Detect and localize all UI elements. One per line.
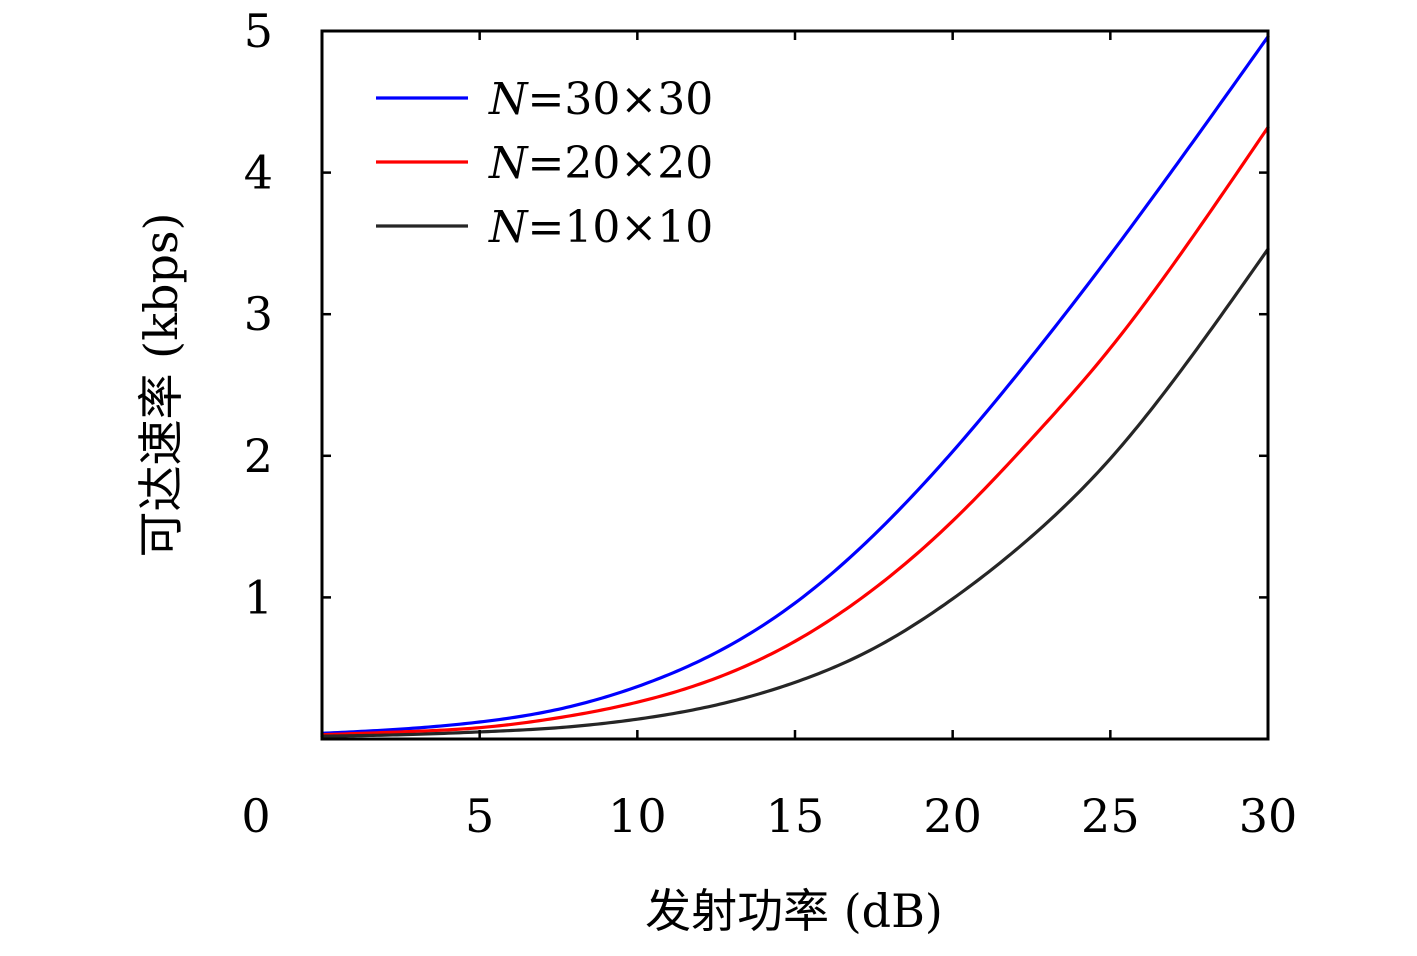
x-tick-label: 20 bbox=[923, 789, 982, 843]
plot-area bbox=[320, 35, 1270, 738]
legend-label-1: N=30×30 bbox=[488, 74, 713, 125]
series-line-1 bbox=[320, 35, 1270, 735]
legend-label-3: N=10×10 bbox=[488, 202, 713, 253]
x-tick-label: 25 bbox=[1081, 789, 1140, 843]
series-line-2 bbox=[320, 125, 1270, 737]
x-tick-label: 5 bbox=[465, 789, 494, 843]
y-tick-label: 5 bbox=[244, 4, 273, 58]
x-tick-label: 15 bbox=[766, 789, 825, 843]
series-line-3 bbox=[320, 247, 1270, 738]
legend: N=30×30 N=20×20 N=10×10 bbox=[376, 74, 713, 253]
plot-frame bbox=[320, 29, 1270, 741]
axes-frame bbox=[320, 29, 1270, 741]
axis-ticks bbox=[320, 29, 1270, 739]
tick-labels: 0 5 10 15 20 25 30 1 2 3 4 5 bbox=[241, 4, 1297, 843]
y-tick-label: 2 bbox=[244, 429, 273, 483]
y-tick-label: 1 bbox=[244, 570, 273, 624]
y-axis-label: 可达速率 (kbps) bbox=[134, 213, 188, 558]
x-axis-label: 发射功率 (dB) bbox=[645, 884, 943, 938]
x-tick-label: 0 bbox=[241, 789, 270, 843]
y-tick-label: 3 bbox=[244, 287, 273, 341]
y-tick-label: 4 bbox=[244, 146, 273, 200]
legend-label-2: N=20×20 bbox=[488, 138, 713, 189]
x-tick-label: 30 bbox=[1239, 789, 1298, 843]
x-tick-label: 10 bbox=[608, 789, 667, 843]
